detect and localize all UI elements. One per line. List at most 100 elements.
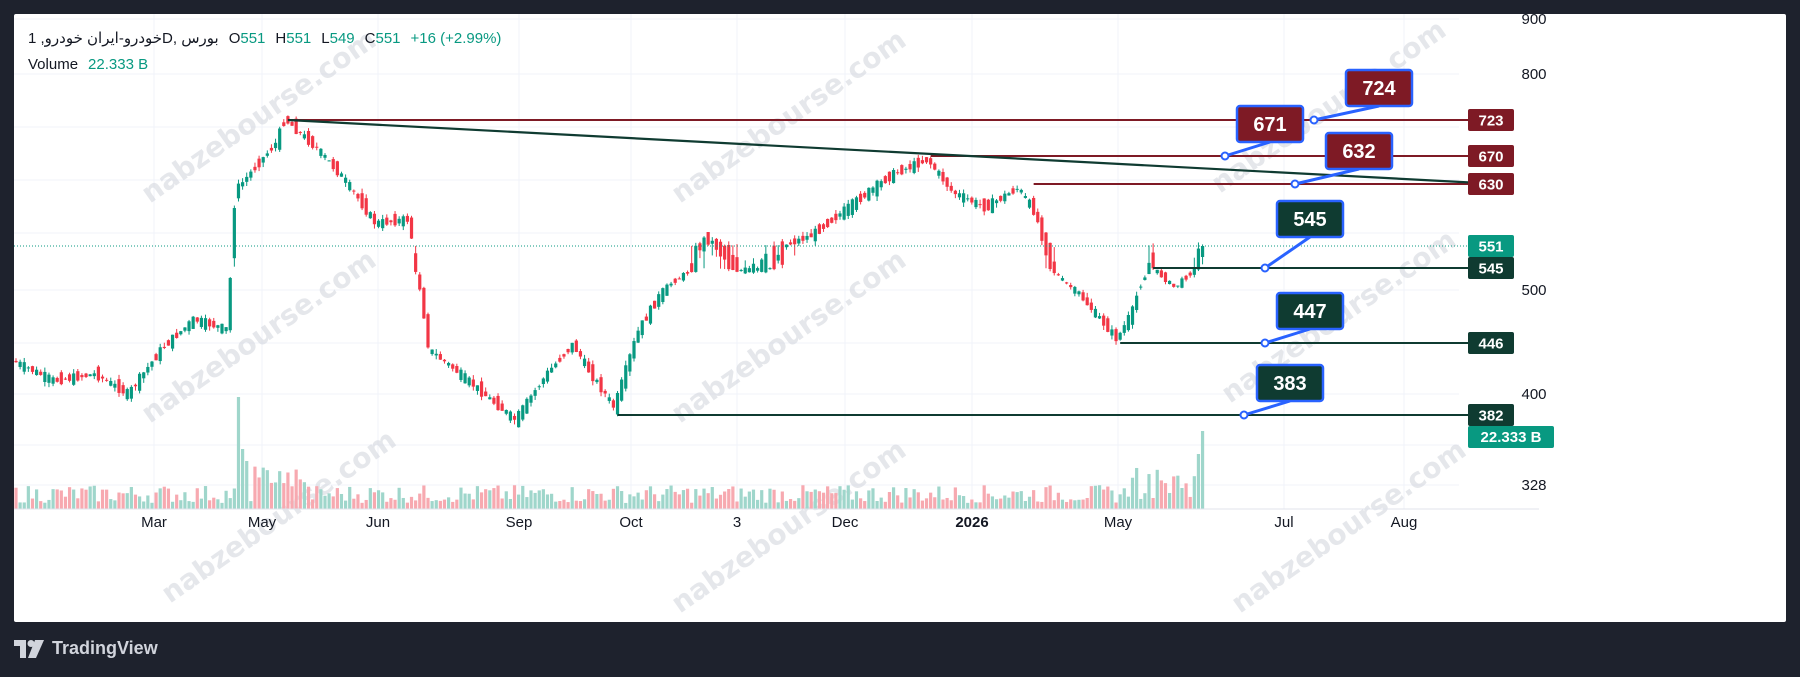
- callouts[interactable]: 724 671 632 545 447 383: [1220, 68, 1414, 420]
- symbol-title[interactable]: خودرو-ایران خودرو, 1D, بورس: [28, 30, 219, 47]
- candle-body: [376, 220, 381, 227]
- candle-body: [294, 118, 298, 135]
- volume-bar: [14, 487, 18, 509]
- volume-bar: [718, 494, 723, 509]
- candle-body: [554, 363, 558, 368]
- volume-bar: [290, 486, 294, 509]
- volume-bar: [142, 501, 146, 509]
- candle-body: [624, 365, 628, 389]
- watermark-text: nabzebourse.com: [665, 23, 912, 210]
- volume-bar: [422, 485, 426, 509]
- volume-bar: [475, 486, 480, 509]
- volume-bar: [1176, 475, 1180, 509]
- candle-body: [1077, 291, 1081, 295]
- open-key: O: [228, 30, 241, 47]
- volume-bar: [887, 492, 892, 509]
- candle-body: [702, 237, 706, 252]
- price-tag-551: [1468, 235, 1514, 257]
- candle-body: [109, 381, 113, 386]
- price-chart[interactable]: nabzebourse.com nabzebourse.com nabzebours…: [14, 14, 1786, 622]
- candle-body: [1040, 217, 1044, 241]
- volume-bar: [632, 496, 636, 509]
- candle-body: [850, 199, 854, 215]
- candle-body: [84, 373, 88, 377]
- volume-bar: [809, 491, 813, 509]
- volume-bar: [657, 501, 661, 509]
- volume-bar: [694, 489, 698, 509]
- candle-body: [1196, 248, 1201, 270]
- candle-body: [319, 148, 323, 156]
- candle-body: [582, 358, 587, 367]
- volume-bar: [846, 485, 850, 509]
- volume-bar: [764, 502, 768, 509]
- axes: Mar May Jun Sep Oct 3 Dec 2026 May Jul Aug: [14, 508, 1539, 531]
- candle-body: [426, 314, 430, 348]
- price-scale[interactable]: 900 800 500 400 328 723 670 630 551 545 446 382 22.3…: [1468, 14, 1554, 494]
- trendline: [287, 118, 1500, 186]
- candle-body: [508, 411, 512, 421]
- candle-body: [1172, 283, 1176, 287]
- volume-bar: [541, 489, 545, 509]
- candle-body: [67, 374, 72, 381]
- volume-bar: [335, 488, 339, 509]
- candle-body: [842, 206, 846, 220]
- candle-body: [405, 215, 409, 222]
- volume-bar: [570, 487, 574, 509]
- volume-label[interactable]: Volume: [28, 56, 79, 73]
- candle-body: [368, 212, 372, 219]
- watermark-text: nabzebourse.com: [1225, 433, 1472, 620]
- tradingview-brand[interactable]: TradingView: [14, 638, 158, 659]
- x-tick-label: Sep: [506, 514, 533, 531]
- volume-bar: [929, 492, 933, 509]
- volume-bar: [409, 496, 414, 509]
- candle-body: [43, 371, 47, 382]
- candle-body: [1032, 197, 1036, 215]
- chart-area[interactable]: nabzebourse.com nabzebourse.com nabzebours…: [14, 14, 1786, 622]
- candle-body: [249, 171, 253, 178]
- candle-body: [447, 362, 451, 366]
- volume-bar: [900, 502, 904, 509]
- volume-bar: [1032, 490, 1036, 509]
- volume-bar: [1151, 497, 1155, 509]
- volume-bar: [212, 497, 216, 509]
- volume-bar: [978, 502, 982, 509]
- volume-bar: [273, 482, 278, 509]
- volume-bar: [533, 492, 537, 509]
- volume-bar: [863, 501, 867, 509]
- candle-body: [282, 122, 286, 126]
- callout-label-383: 383: [1273, 373, 1306, 395]
- candle-body: [595, 379, 599, 383]
- candle-body: [714, 238, 718, 250]
- candle-body: [22, 362, 26, 372]
- candle-body: [949, 185, 953, 191]
- candle-body: [273, 142, 278, 149]
- candle-body: [154, 354, 158, 361]
- volume-bar: [908, 497, 912, 509]
- candle-body: [517, 410, 521, 428]
- candle-body: [492, 397, 496, 404]
- watermark-text: nabzebourse.com: [665, 433, 912, 620]
- candle-body: [191, 316, 195, 329]
- volume-bar: [747, 491, 751, 509]
- volume-bar: [1159, 480, 1163, 509]
- candle-body: [484, 391, 488, 397]
- candle-body: [978, 204, 982, 206]
- candle-body: [1147, 262, 1151, 275]
- volume-bar: [986, 493, 990, 509]
- callout-box-383: [1255, 363, 1325, 403]
- candle-body: [459, 369, 463, 380]
- candle-body: [504, 409, 508, 414]
- volume-bar: [615, 486, 620, 509]
- volume-bar: [566, 502, 570, 509]
- volume-bar: [376, 490, 381, 509]
- price-tag-label-551: 551: [1478, 239, 1503, 256]
- candle-body: [170, 334, 175, 349]
- volume-bar: [1027, 496, 1032, 509]
- candle-body: [1081, 292, 1085, 301]
- volume-bar: [463, 493, 467, 509]
- candle-body: [352, 190, 356, 192]
- volume-bar: [1200, 431, 1205, 509]
- volume-bar: [962, 496, 966, 509]
- candle-body: [727, 244, 731, 270]
- candle-body: [636, 330, 640, 343]
